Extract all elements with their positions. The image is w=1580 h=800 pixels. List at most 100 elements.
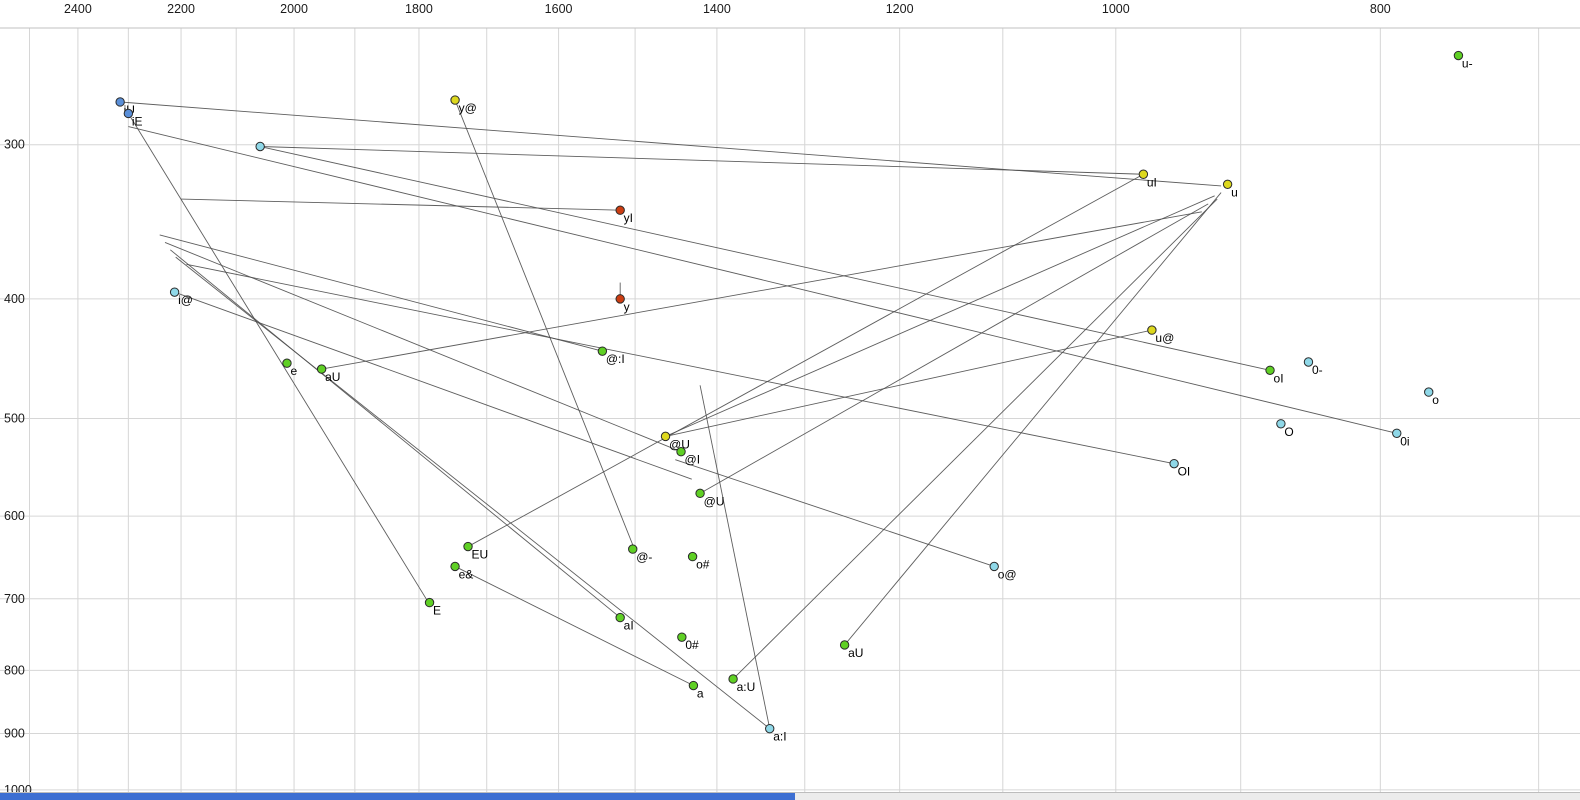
point-label: o#: [696, 558, 710, 572]
x-axis-tick-label: 1200: [886, 2, 914, 16]
point-label: a: [697, 687, 704, 701]
point-label: 0i: [1400, 434, 1409, 448]
x-axis-tick-label: 1400: [703, 2, 731, 16]
trajectory-line: [120, 101, 1222, 187]
y-axis-tick-label: 900: [4, 726, 25, 740]
data-point[interactable]: [1265, 365, 1275, 375]
trajectory-line: [454, 566, 694, 686]
y-axis-tick-label: 700: [4, 592, 25, 606]
trajectory-line: [174, 291, 692, 480]
data-point[interactable]: [424, 597, 435, 608]
trajectory-line: [467, 173, 1144, 547]
y-axis-tick-label: 600: [4, 509, 25, 523]
data-point[interactable]: [115, 97, 125, 107]
horizontal-scrollbar[interactable]: [0, 792, 1580, 800]
data-point[interactable]: [615, 612, 625, 623]
point-label: u: [1231, 185, 1238, 199]
trajectory-line: [260, 146, 1144, 175]
data-point[interactable]: [255, 141, 265, 152]
y-axis-tick-label: 400: [4, 292, 25, 306]
trajectory-line: [732, 198, 1218, 680]
trajectory-line: [699, 203, 1209, 494]
data-point[interactable]: [1147, 325, 1157, 335]
data-point[interactable]: [1138, 169, 1149, 179]
point-label: iE: [132, 114, 143, 128]
trajectory-line: [844, 192, 1222, 646]
data-point[interactable]: [660, 431, 671, 442]
point-label: @I: [685, 453, 701, 467]
data-point[interactable]: [687, 551, 698, 562]
trajectory-line: [321, 211, 1202, 370]
trajectory-line: [128, 126, 1397, 434]
data-point[interactable]: [463, 541, 473, 552]
data-point[interactable]: [615, 205, 625, 215]
data-point[interactable]: [1424, 387, 1434, 397]
point-label: e&: [459, 567, 474, 581]
data-point[interactable]: [1453, 50, 1464, 61]
trajectory-line: [665, 195, 1215, 437]
trajectory-line: [454, 99, 636, 551]
data-point[interactable]: [989, 561, 999, 572]
data-point[interactable]: [695, 488, 705, 499]
point-label: OI: [1178, 465, 1191, 479]
x-axis-tick-label: 1600: [545, 2, 573, 16]
point-label: o@: [998, 567, 1017, 581]
point-label: u@: [1155, 331, 1174, 345]
point-label: a:I: [773, 730, 786, 744]
point-label: e: [290, 364, 297, 378]
data-point[interactable]: [628, 544, 638, 554]
data-point[interactable]: [1392, 428, 1402, 438]
data-point[interactable]: [839, 640, 850, 650]
trajectory-line: [675, 459, 995, 567]
data-point[interactable]: [1303, 357, 1314, 367]
point-label: 0-: [1312, 363, 1323, 377]
x-axis-tick-label: 2400: [64, 2, 92, 16]
point-label: EU: [472, 548, 489, 562]
x-axis-tick-label: 2000: [280, 2, 308, 16]
trajectory-line: [186, 263, 1175, 465]
data-point[interactable]: [728, 674, 738, 684]
x-axis-tick-label: 1000: [1102, 2, 1130, 16]
x-axis-tick-label: 2200: [167, 2, 195, 16]
data-point[interactable]: [450, 95, 460, 105]
trajectory-line: [260, 146, 1271, 371]
data-point[interactable]: [597, 346, 608, 356]
point-label: @-: [636, 550, 652, 564]
data-point[interactable]: [123, 108, 134, 119]
point-label: aI: [624, 619, 634, 633]
data-point[interactable]: [1276, 419, 1286, 429]
data-point[interactable]: [450, 561, 460, 572]
data-point[interactable]: [765, 723, 775, 734]
point-label: o: [1432, 393, 1439, 407]
point-label: oI: [1274, 371, 1284, 385]
point-label: @:I: [606, 352, 625, 366]
x-axis-tick-label: 1800: [405, 2, 433, 16]
scrollbar-thumb[interactable]: [0, 793, 795, 800]
point-label: aU: [325, 370, 340, 384]
data-point[interactable]: [1222, 179, 1233, 190]
trajectory-line: [127, 113, 428, 602]
point-label: E: [433, 604, 441, 618]
point-label: a:U: [737, 680, 756, 694]
y-axis-tick-label: 500: [4, 411, 25, 425]
data-point[interactable]: [282, 358, 292, 368]
trajectory-line: [170, 249, 621, 618]
trajectory-line: [665, 329, 1152, 437]
point-label: @U: [704, 494, 725, 508]
data-point[interactable]: [169, 287, 180, 297]
point-label: @U: [669, 437, 690, 451]
trajectory-line: [181, 198, 621, 211]
trajectory-line: [175, 256, 770, 730]
y-axis-tick-label: 300: [4, 138, 25, 152]
data-point[interactable]: [677, 632, 687, 642]
point-label: aU: [848, 646, 863, 660]
data-point[interactable]: [1169, 458, 1179, 469]
point-label: yI: [624, 211, 633, 225]
data-point[interactable]: [316, 364, 327, 374]
data-point[interactable]: [688, 680, 699, 691]
data-point[interactable]: [615, 294, 625, 304]
data-point[interactable]: [676, 447, 686, 457]
point-label: uI: [1147, 175, 1157, 189]
